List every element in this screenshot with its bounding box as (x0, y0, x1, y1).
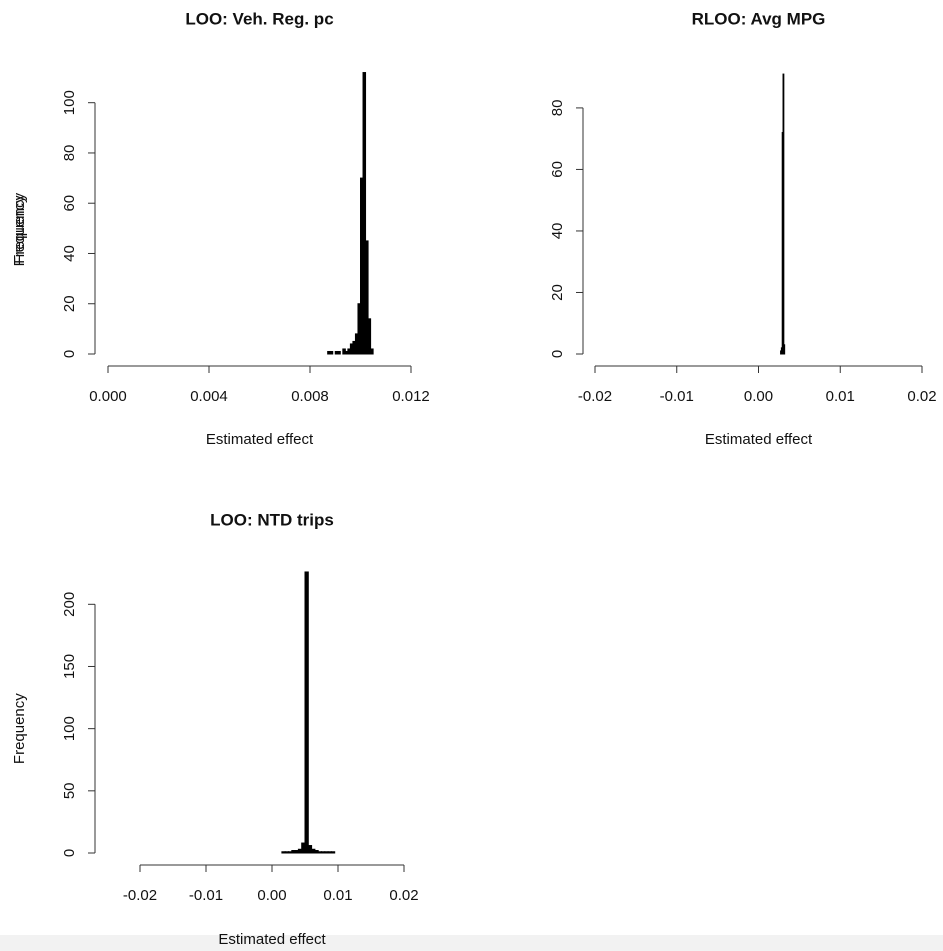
y-tick-label: 60 (549, 161, 566, 178)
x-tick-label: 0.01 (323, 887, 352, 904)
bar (337, 350, 341, 355)
y-axis-label: Frequency (11, 192, 28, 263)
y-tick-label: 50 (61, 782, 78, 799)
chart-title: RLOO: Avg MPG (692, 9, 826, 28)
x-tick-label: 0.00 (744, 388, 773, 405)
x-tick-label: 0.01 (826, 388, 855, 405)
chart-title: LOO: NTD trips (210, 510, 334, 529)
x-tick-label: -0.01 (189, 887, 223, 904)
y-tick-label: 80 (549, 100, 566, 117)
chart-title: LOO: Veh. Reg. pc (185, 9, 333, 28)
x-tick-label: 0.02 (389, 887, 418, 904)
y-tick-label: 0 (549, 350, 566, 358)
x-tick-label: 0.004 (190, 388, 228, 405)
bar (783, 344, 786, 355)
bar (304, 571, 309, 854)
y-tick-label: 200 (61, 592, 78, 617)
y-axis-label: Frequency (11, 195, 28, 266)
bar (365, 240, 369, 355)
x-tick-label: -0.02 (578, 388, 612, 405)
x-tick-label: 0.00 (257, 887, 286, 904)
y-tick-label: 150 (61, 654, 78, 679)
y-tick-label: 40 (61, 245, 78, 262)
bar (370, 348, 374, 355)
x-axis-label: Estimated effect (705, 431, 813, 448)
y-tick-label: 20 (549, 284, 566, 301)
x-tick-label: -0.01 (660, 388, 694, 405)
y-tick-label: 60 (61, 195, 78, 212)
x-tick-label: 0.000 (89, 388, 127, 405)
x-tick-label: 0.02 (907, 388, 936, 405)
y-tick-label: 0 (61, 849, 78, 857)
y-tick-label: 40 (549, 223, 566, 240)
x-tick-label: -0.02 (123, 887, 157, 904)
bar (362, 72, 367, 355)
y-tick-label: 100 (61, 90, 78, 115)
x-axis-label: Estimated effect (218, 931, 326, 948)
y-tick-label: 100 (61, 716, 78, 741)
bar (329, 350, 334, 355)
x-axis-label: Estimated effect (206, 431, 314, 448)
bar (367, 318, 372, 355)
x-tick-label: 0.012 (392, 388, 430, 405)
x-tick-label: 0.008 (291, 388, 329, 405)
bar (782, 73, 785, 355)
y-axis-label: Frequency (11, 693, 28, 764)
bottom-strip (0, 935, 943, 951)
y-tick-label: 20 (61, 295, 78, 312)
y-tick-label: 0 (61, 350, 78, 358)
y-tick-label: 80 (61, 145, 78, 162)
bar (330, 851, 336, 854)
